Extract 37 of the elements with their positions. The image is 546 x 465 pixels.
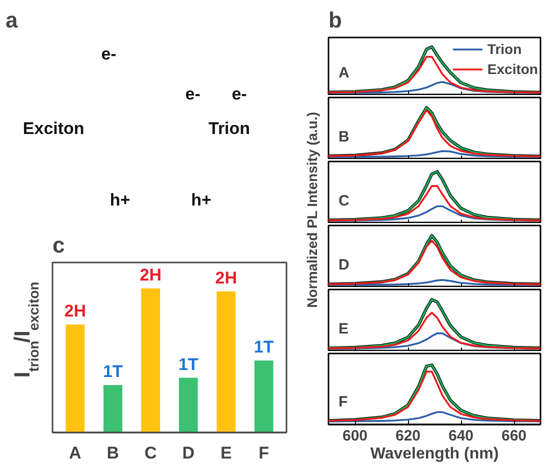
- x-tick-label: 640: [448, 428, 474, 444]
- text: Exciton: [22, 119, 84, 138]
- text: h+: [110, 190, 130, 210]
- x-tick-label: 600: [342, 428, 368, 444]
- chart-title: c: [52, 232, 65, 258]
- text: h+: [191, 190, 212, 210]
- y-axis-title: Itrion/Iexciton: [10, 282, 42, 378]
- x-tick-label: C: [144, 444, 157, 462]
- annotation: C: [338, 192, 350, 210]
- x-tick-label: E: [220, 444, 232, 462]
- legend-label: Trion: [487, 41, 522, 57]
- x-axis-title: Wavelength (nm): [370, 446, 499, 462]
- annotation: F: [338, 394, 348, 410]
- annotation: B: [338, 128, 350, 146]
- y-axis-title: Normalized PL Intensity (a.u.): [304, 112, 320, 308]
- annotation: 2H: [140, 265, 162, 284]
- annotation: 2H: [215, 268, 237, 288]
- annotation: D: [338, 256, 350, 274]
- text: Trion: [208, 119, 250, 138]
- text: e-: [185, 84, 200, 104]
- x-tick-label: 660: [501, 428, 527, 444]
- text: e-: [101, 44, 116, 64]
- annotation: 1T: [254, 337, 274, 356]
- x-tick-label: A: [69, 444, 82, 462]
- annotation: 2H: [64, 301, 86, 320]
- annotation: E: [338, 320, 349, 338]
- x-tick-label: D: [182, 444, 195, 462]
- text: e-: [232, 84, 247, 104]
- x-tick-label: 620: [395, 428, 421, 444]
- annotation: A: [338, 64, 350, 82]
- legend-label: Exciton: [487, 61, 538, 77]
- annotation: 1T: [178, 354, 199, 374]
- x-tick-label: B: [106, 444, 120, 462]
- x-tick-label: F: [258, 444, 270, 462]
- annotation: 1T: [102, 362, 124, 381]
- text: a: [6, 8, 18, 32]
- chart-title: b: [328, 8, 342, 32]
